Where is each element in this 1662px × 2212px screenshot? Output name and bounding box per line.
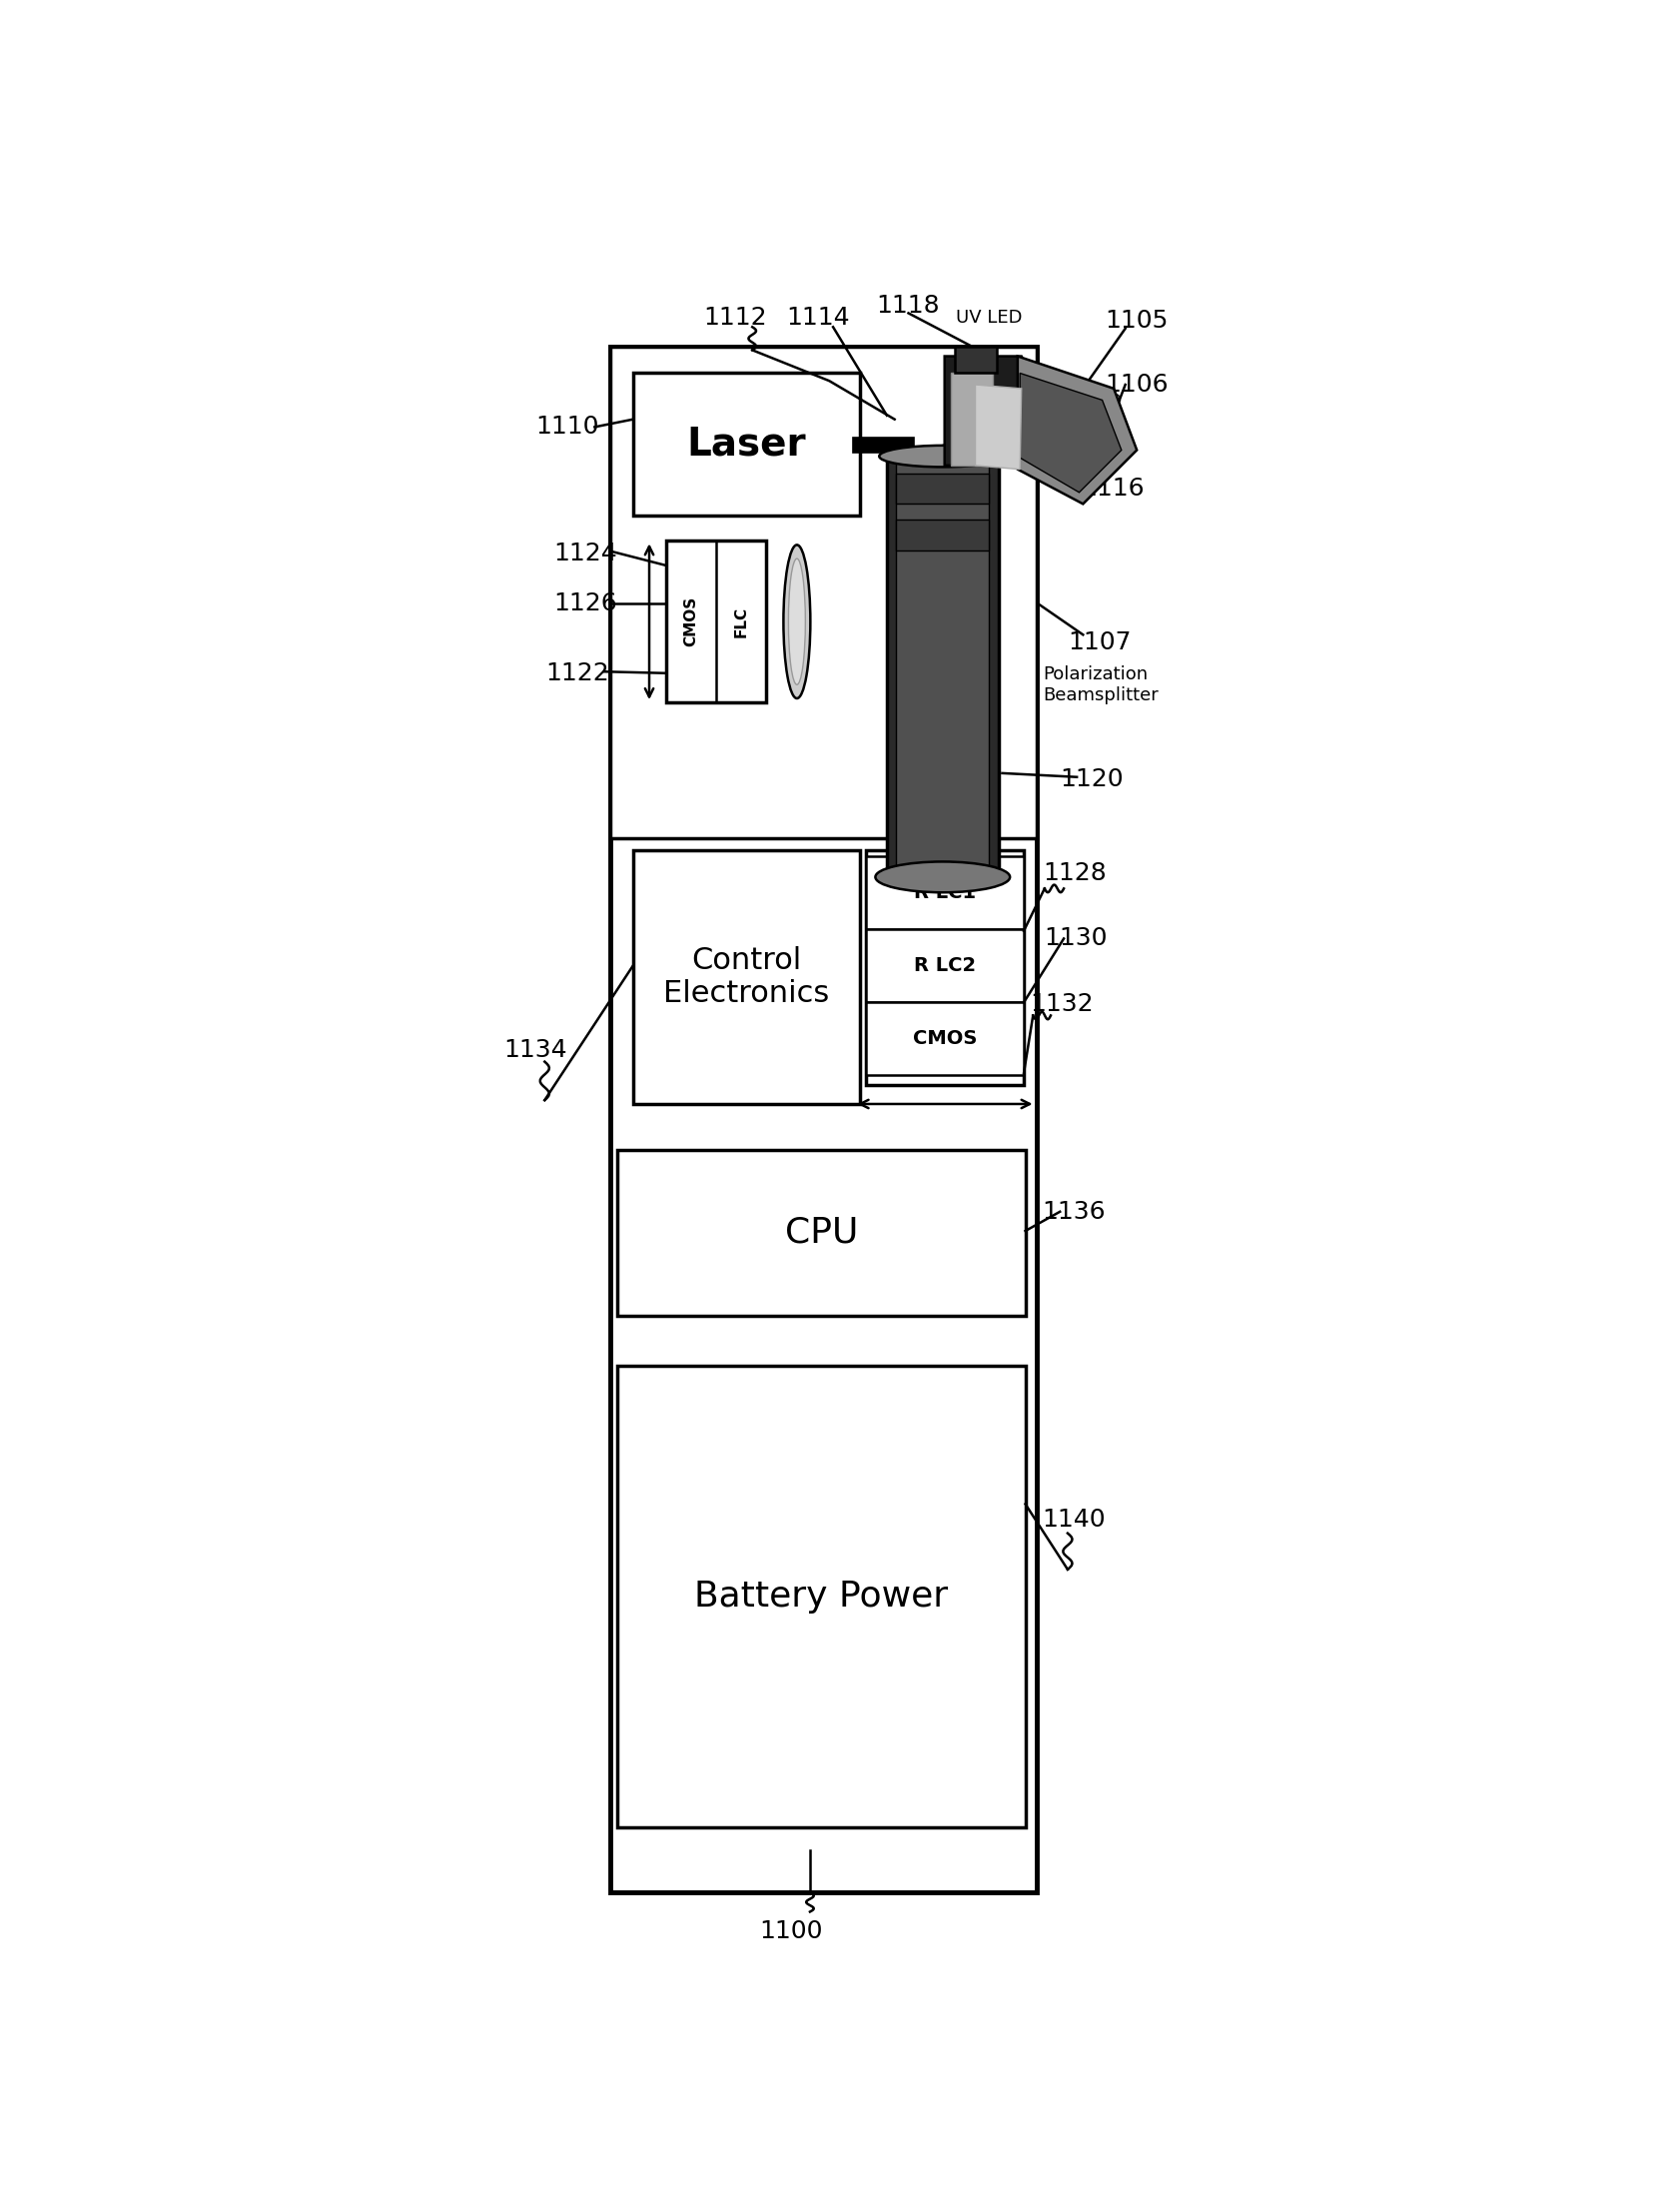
Text: 1114: 1114 [786,305,849,330]
Ellipse shape [879,445,1006,467]
Text: R LC1: R LC1 [914,883,976,902]
Bar [610,347,1035,1893]
Text: Control
Electronics: Control Electronics [663,947,829,1009]
Bar [666,542,766,703]
Bar [866,1002,1024,1075]
Polygon shape [1017,356,1137,504]
Bar [633,374,859,515]
Text: 1134: 1134 [504,1037,567,1062]
Text: R LC2: R LC2 [914,956,976,975]
Text: 1120: 1120 [1060,768,1124,792]
Bar [617,1365,1025,1827]
Text: 1105: 1105 [1105,310,1168,332]
Bar [896,520,989,551]
Polygon shape [1019,374,1120,493]
Text: Sample: Sample [1100,392,1135,462]
Text: 1112: 1112 [703,305,766,330]
Text: 1132: 1132 [1029,991,1092,1015]
Text: 1136: 1136 [1042,1199,1105,1223]
Polygon shape [974,385,1020,469]
Text: Polarization
Beamsplitter: Polarization Beamsplitter [1042,666,1158,703]
Text: 1126: 1126 [553,593,617,615]
Bar [610,347,1035,838]
Text: 1122: 1122 [545,661,610,686]
Bar [886,449,997,880]
Text: FLC: FLC [733,606,748,637]
Text: Battery Power: Battery Power [695,1579,947,1613]
Bar [866,849,1024,1084]
Bar [896,458,989,874]
Text: 1107: 1107 [1067,630,1130,655]
Bar [617,1150,1025,1316]
Text: 1106: 1106 [1105,372,1168,396]
Text: 1116: 1116 [1080,476,1143,500]
Ellipse shape [874,863,1009,891]
Text: 1130: 1130 [1044,927,1107,951]
Text: 1124: 1124 [553,542,617,566]
Bar [954,347,996,374]
Text: CMOS: CMOS [912,1029,977,1048]
Text: 1128: 1128 [1042,860,1107,885]
Bar [633,849,859,1104]
Text: CMOS: CMOS [683,597,698,646]
Text: 1110: 1110 [535,416,598,438]
Polygon shape [944,356,1029,465]
Text: UV LED: UV LED [956,310,1022,327]
Text: Laser: Laser [686,425,806,462]
Bar [951,374,992,465]
Text: CPU: CPU [784,1217,858,1250]
Bar [896,473,989,504]
Bar [866,929,1024,1002]
Text: 1100: 1100 [758,1920,823,1942]
Text: 1118: 1118 [876,294,939,319]
Ellipse shape [788,560,804,686]
Ellipse shape [783,544,809,699]
Bar [866,856,1024,929]
Text: 1140: 1140 [1042,1506,1105,1531]
